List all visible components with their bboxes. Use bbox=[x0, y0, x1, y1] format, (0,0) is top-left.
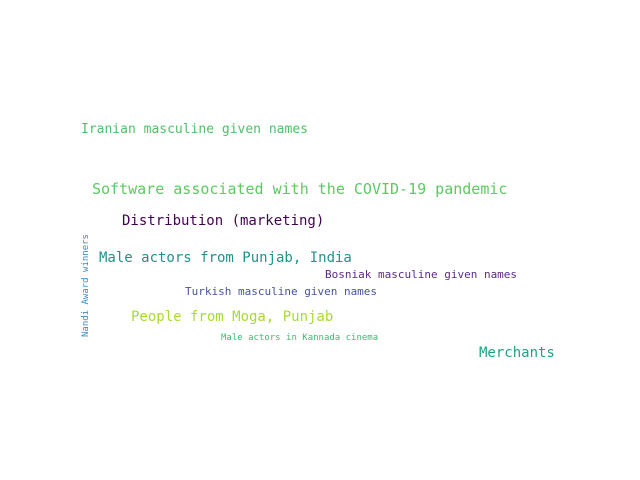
word-bosniak-masculine-given-names: Bosniak masculine given names bbox=[325, 268, 518, 281]
word-male-actors-punjab: Male actors from Punjab, India bbox=[99, 250, 352, 266]
word-merchants: Merchants bbox=[479, 345, 555, 361]
word-nandi-award-winners: Nandi Award winners bbox=[81, 234, 91, 337]
word-software-covid19: Software associated with the COVID-19 pa… bbox=[92, 180, 508, 198]
word-turkish-masculine-given-names: Turkish masculine given names bbox=[185, 285, 378, 298]
word-people-from-moga: People from Moga, Punjab bbox=[131, 309, 334, 325]
word-male-actors-kannada: Male actors in Kannada cinema bbox=[221, 333, 379, 343]
word-iranian-masculine-given-names: Iranian masculine given names bbox=[81, 122, 308, 137]
word-distribution-marketing: Distribution (marketing) bbox=[122, 213, 325, 229]
